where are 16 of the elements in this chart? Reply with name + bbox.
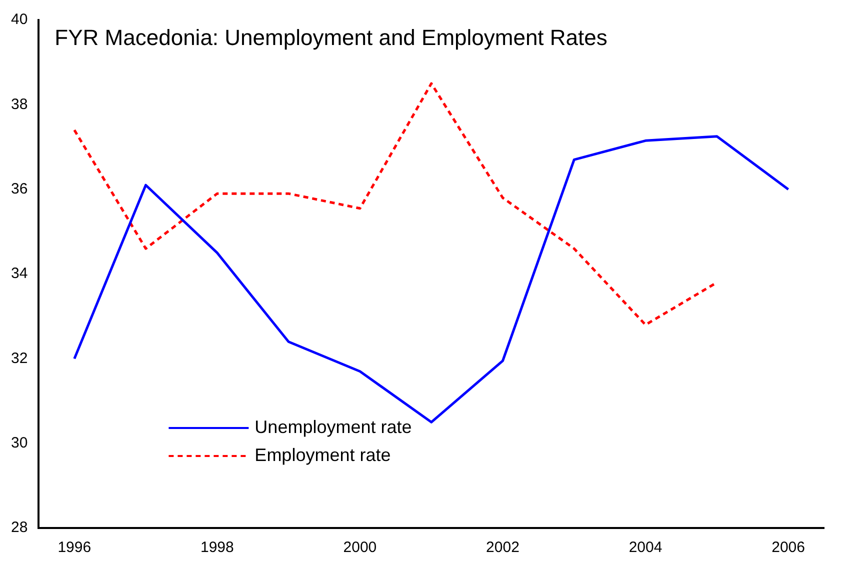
x-tick-label: 1996 (58, 539, 92, 556)
y-tick-label: 40 (10, 11, 28, 28)
x-tick-label: 2004 (628, 539, 662, 556)
y-tick-label: 32 (10, 350, 28, 367)
x-tick-label: 2002 (486, 539, 520, 556)
legend-label: Employment rate (254, 444, 391, 465)
x-tick-label: 1998 (200, 539, 234, 556)
y-tick-label: 28 (10, 519, 28, 536)
chart-title: FYR Macedonia: Unemployment and Employment Rates (54, 25, 608, 50)
x-tick-label: 2006 (772, 539, 805, 556)
y-tick-label: 30 (10, 434, 28, 452)
x-tick-label: 2000 (343, 539, 377, 556)
y-tick-label: 36 (10, 180, 28, 198)
y-tick-label: 38 (10, 96, 28, 113)
y-tick-label: 34 (10, 265, 28, 282)
legend-label: Unemployment rate (254, 416, 412, 437)
